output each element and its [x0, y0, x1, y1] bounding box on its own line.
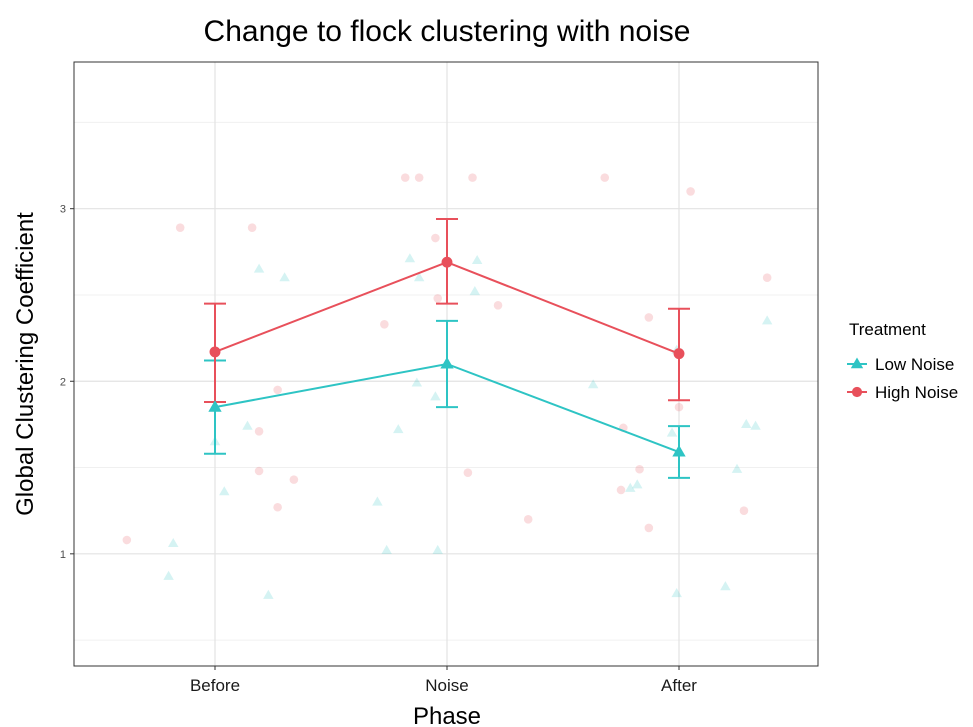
- x-tick-label: Noise: [425, 676, 468, 695]
- raw-point: [616, 485, 626, 495]
- chart-title: Change to flock clustering with noise: [204, 15, 691, 48]
- raw-point: [671, 588, 682, 598]
- raw-point: [413, 272, 425, 282]
- mean-point: [209, 346, 221, 358]
- y-tick-label: 1: [60, 549, 66, 561]
- mean-point: [208, 400, 222, 412]
- raw-point: [739, 506, 749, 515]
- raw-point: [493, 301, 503, 310]
- x-tick-label: Before: [190, 676, 240, 695]
- raw-point: [263, 589, 274, 599]
- raw-point: [468, 173, 477, 182]
- raw-point: [587, 379, 599, 389]
- legend-circle-icon: [851, 386, 863, 398]
- raw-point: [289, 475, 299, 484]
- raw-point: [432, 544, 443, 554]
- raw-point: [635, 464, 644, 474]
- raw-point: [674, 402, 684, 412]
- raw-point: [469, 286, 481, 296]
- raw-point: [404, 253, 416, 263]
- raw-point: [273, 385, 282, 395]
- raw-point: [411, 377, 423, 387]
- raw-point: [523, 515, 533, 524]
- raw-point: [273, 502, 282, 512]
- legend-label: High Noise: [875, 383, 958, 402]
- raw-point: [380, 320, 389, 329]
- y-axis-ticks: 1 2 3: [60, 204, 74, 561]
- raw-point: [644, 313, 654, 322]
- raw-point: [632, 479, 643, 489]
- raw-point: [644, 523, 654, 533]
- legend-triangle-icon: [850, 357, 864, 369]
- raw-point: [463, 468, 473, 478]
- raw-point: [254, 466, 264, 476]
- raw-point: [242, 420, 253, 430]
- raw-point: [175, 223, 185, 232]
- legend-label: Low Noise: [875, 355, 954, 374]
- y-tick-label: 3: [60, 204, 66, 216]
- x-axis-title: Phase: [413, 703, 481, 727]
- mean-point: [441, 256, 453, 268]
- raw-point: [731, 463, 743, 473]
- raw-point: [372, 496, 383, 506]
- y-axis-title: Global Clustering Coefficient: [12, 212, 39, 516]
- raw-point: [254, 427, 264, 436]
- raw-point: [400, 173, 410, 182]
- raw-point: [762, 273, 772, 283]
- summary-layer: [204, 218, 690, 479]
- raw-point: [163, 570, 174, 580]
- raw-points-layer: [122, 173, 773, 599]
- raw-point: [625, 482, 636, 492]
- raw-point: [600, 173, 610, 182]
- legend: Treatment Low Noise High Noise: [847, 320, 958, 402]
- raw-point: [279, 272, 290, 282]
- y-tick-label: 2: [60, 376, 66, 388]
- raw-point: [122, 535, 132, 545]
- mean-point: [672, 445, 686, 457]
- raw-point: [686, 187, 695, 196]
- raw-point: [750, 420, 761, 430]
- raw-point: [431, 233, 440, 243]
- mean-point: [440, 357, 454, 369]
- raw-point: [433, 294, 443, 303]
- raw-point: [219, 486, 230, 496]
- x-tick-label: After: [661, 676, 697, 695]
- raw-point: [393, 424, 404, 434]
- raw-point: [253, 263, 265, 273]
- x-axis-ticks: Before Noise After: [190, 666, 697, 695]
- legend-title: Treatment: [849, 320, 926, 339]
- mean-point: [673, 348, 685, 360]
- raw-point: [247, 223, 257, 232]
- plot-border: [73, 61, 819, 667]
- raw-point: [720, 581, 731, 591]
- raw-point: [666, 427, 678, 437]
- raw-point: [430, 391, 441, 401]
- raw-point: [414, 173, 424, 182]
- raw-point: [168, 537, 179, 548]
- raw-point: [761, 315, 773, 325]
- raw-point: [741, 418, 752, 428]
- raw-point: [471, 254, 483, 265]
- raw-point: [381, 544, 392, 554]
